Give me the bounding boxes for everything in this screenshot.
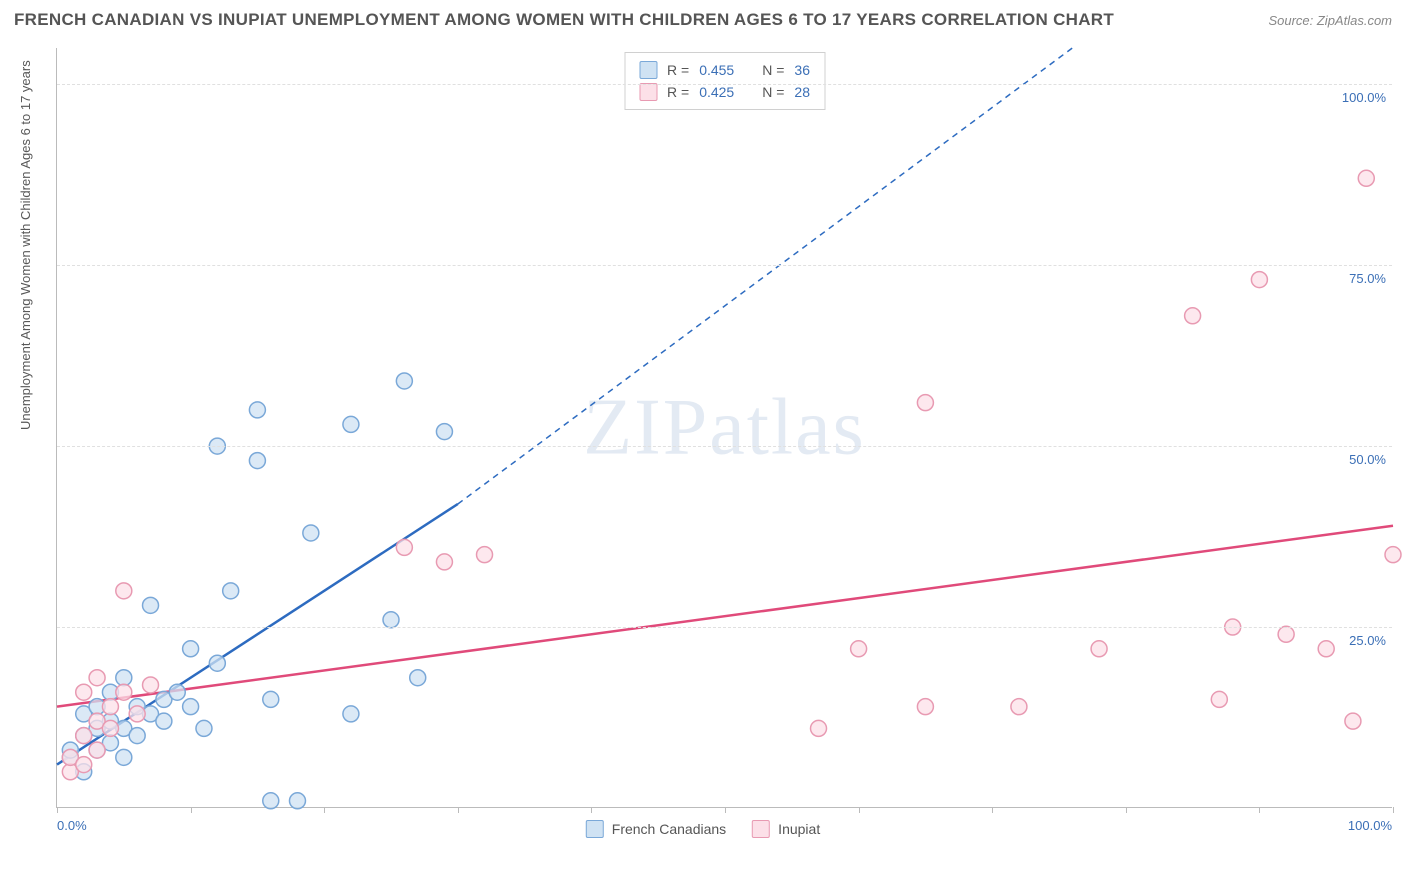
source-text: Source: ZipAtlas.com xyxy=(1268,13,1392,28)
legend-item: French Canadians xyxy=(586,820,726,838)
chart-svg xyxy=(57,48,1392,807)
swatch-pink xyxy=(752,820,770,838)
legend-label: French Canadians xyxy=(612,821,726,837)
y-tick-label: 25.0% xyxy=(1349,633,1386,648)
x-tick-label: 100.0% xyxy=(1348,818,1392,833)
title-bar: FRENCH CANADIAN VS INUPIAT UNEMPLOYMENT … xyxy=(14,10,1392,30)
y-tick-label: 100.0% xyxy=(1342,90,1386,105)
legend-label: Inupiat xyxy=(778,821,820,837)
y-tick-label: 50.0% xyxy=(1349,452,1386,467)
legend-series: French Canadians Inupiat xyxy=(586,820,820,838)
y-axis-title: Unemployment Among Women with Children A… xyxy=(18,60,33,430)
x-tick-label: 0.0% xyxy=(57,818,87,833)
chart-title: FRENCH CANADIAN VS INUPIAT UNEMPLOYMENT … xyxy=(14,10,1114,30)
swatch-blue xyxy=(586,820,604,838)
plot-area: ZIPatlas R = 0.455 N = 36 R = 0.425 N = … xyxy=(56,48,1392,808)
y-tick-label: 75.0% xyxy=(1349,271,1386,286)
legend-item: Inupiat xyxy=(752,820,820,838)
